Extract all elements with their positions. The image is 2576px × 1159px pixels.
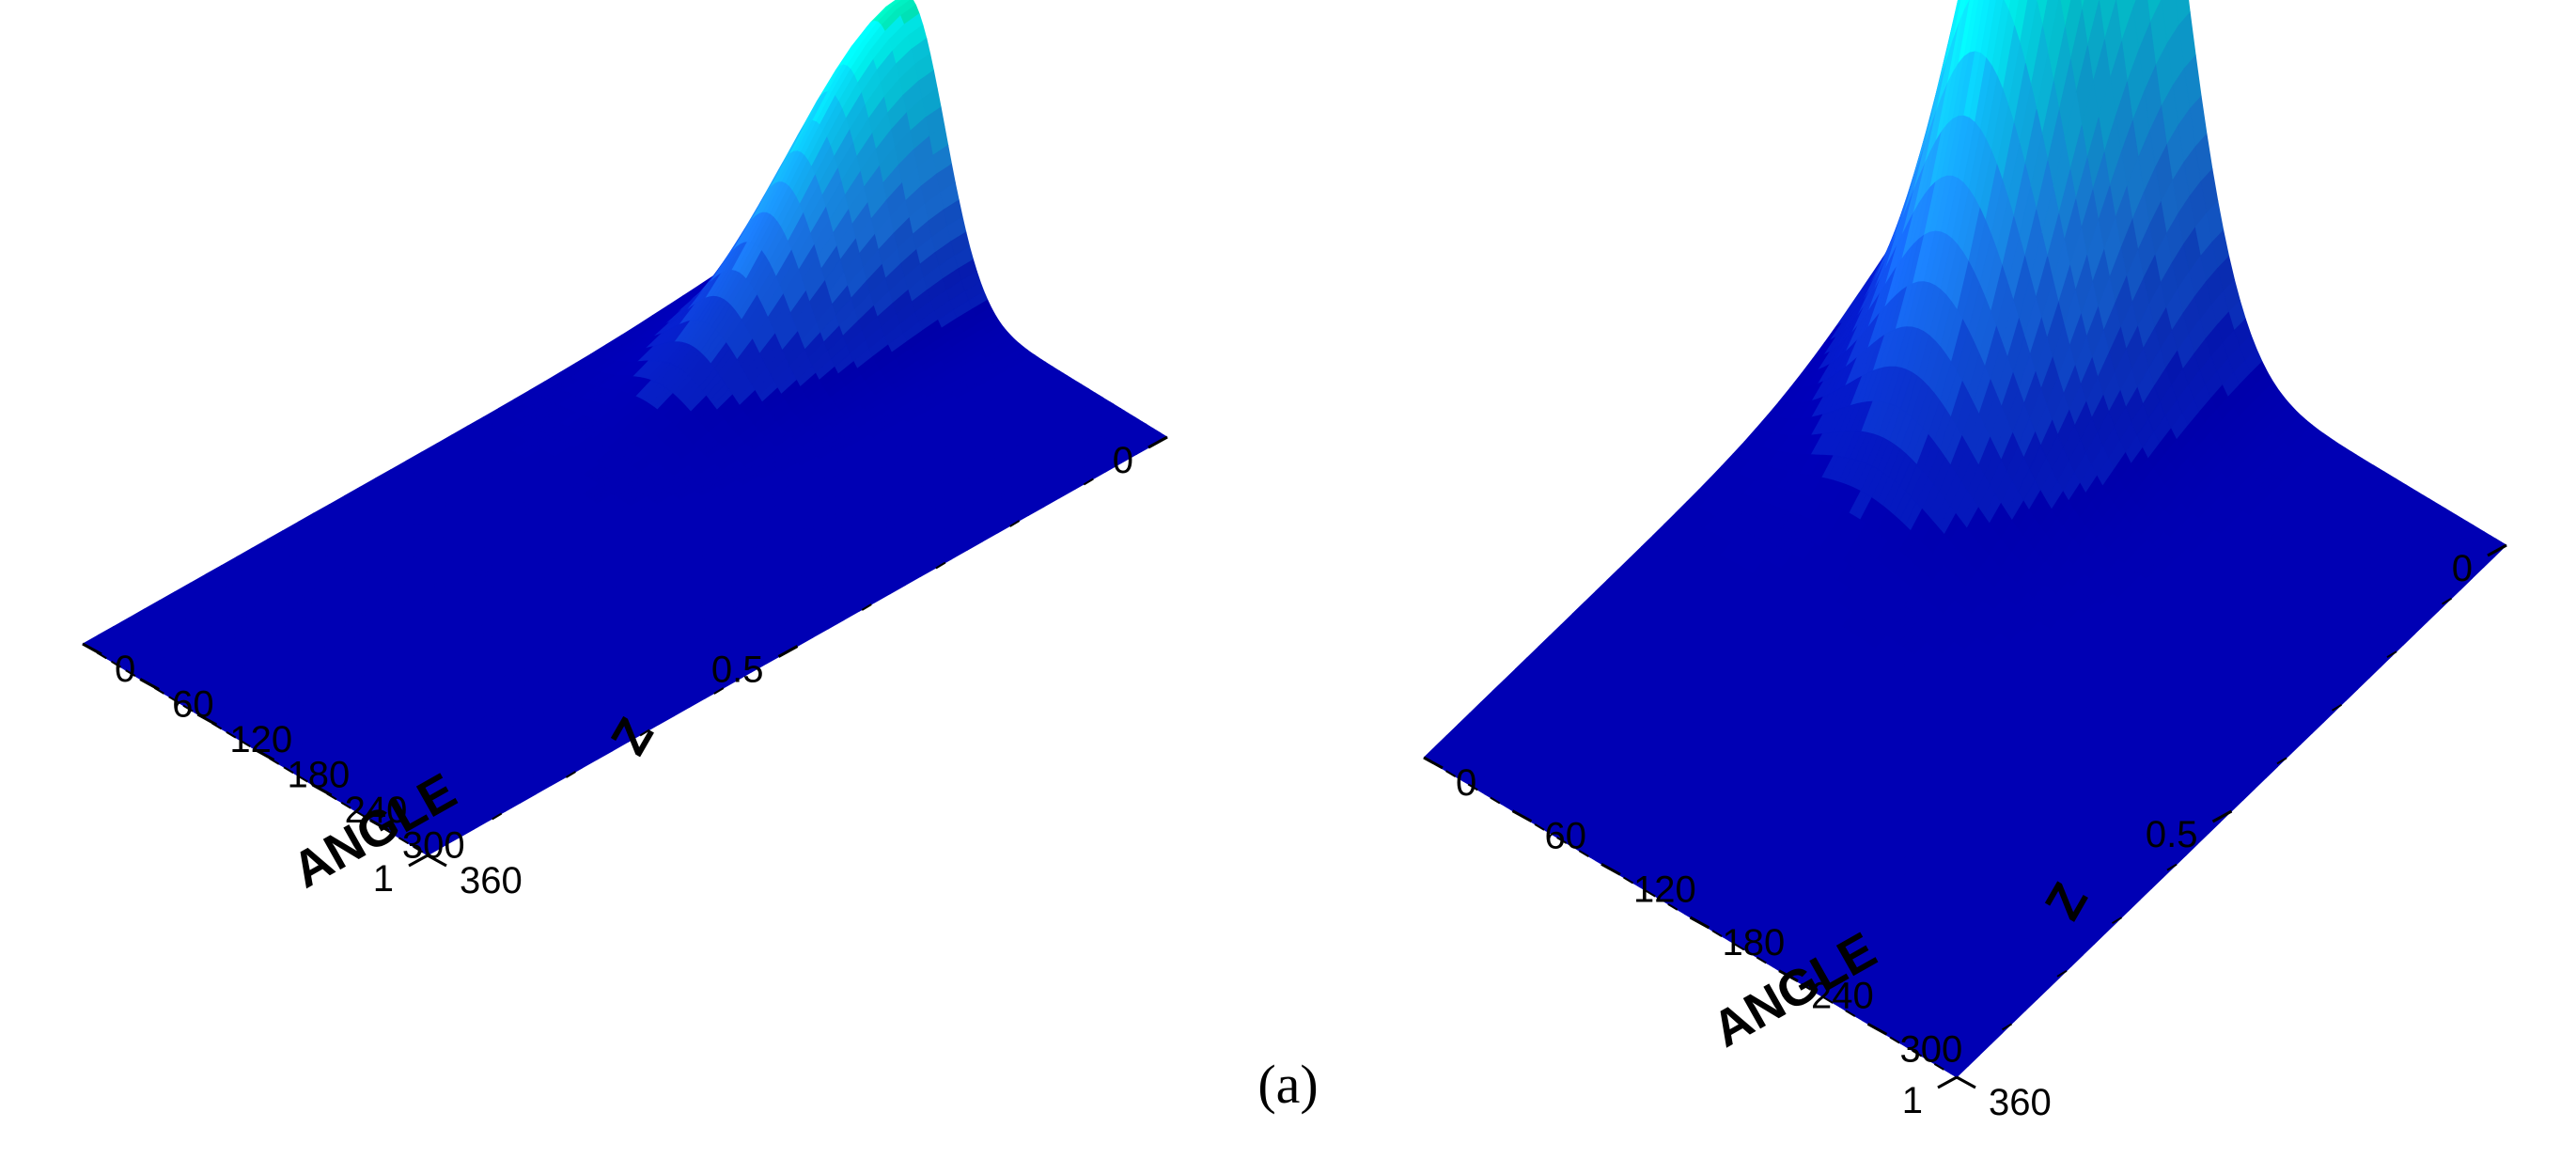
angle-tick-label: 0 (115, 649, 135, 690)
surface-mesh (1423, 0, 2507, 1078)
z-tick-label: 0 (1113, 440, 1133, 481)
angle-tick-label: 360 (460, 860, 523, 901)
z-tick-label: 0.5 (711, 650, 764, 691)
z-tick-label: 1 (373, 858, 394, 900)
surface-mesh (82, 0, 1168, 856)
